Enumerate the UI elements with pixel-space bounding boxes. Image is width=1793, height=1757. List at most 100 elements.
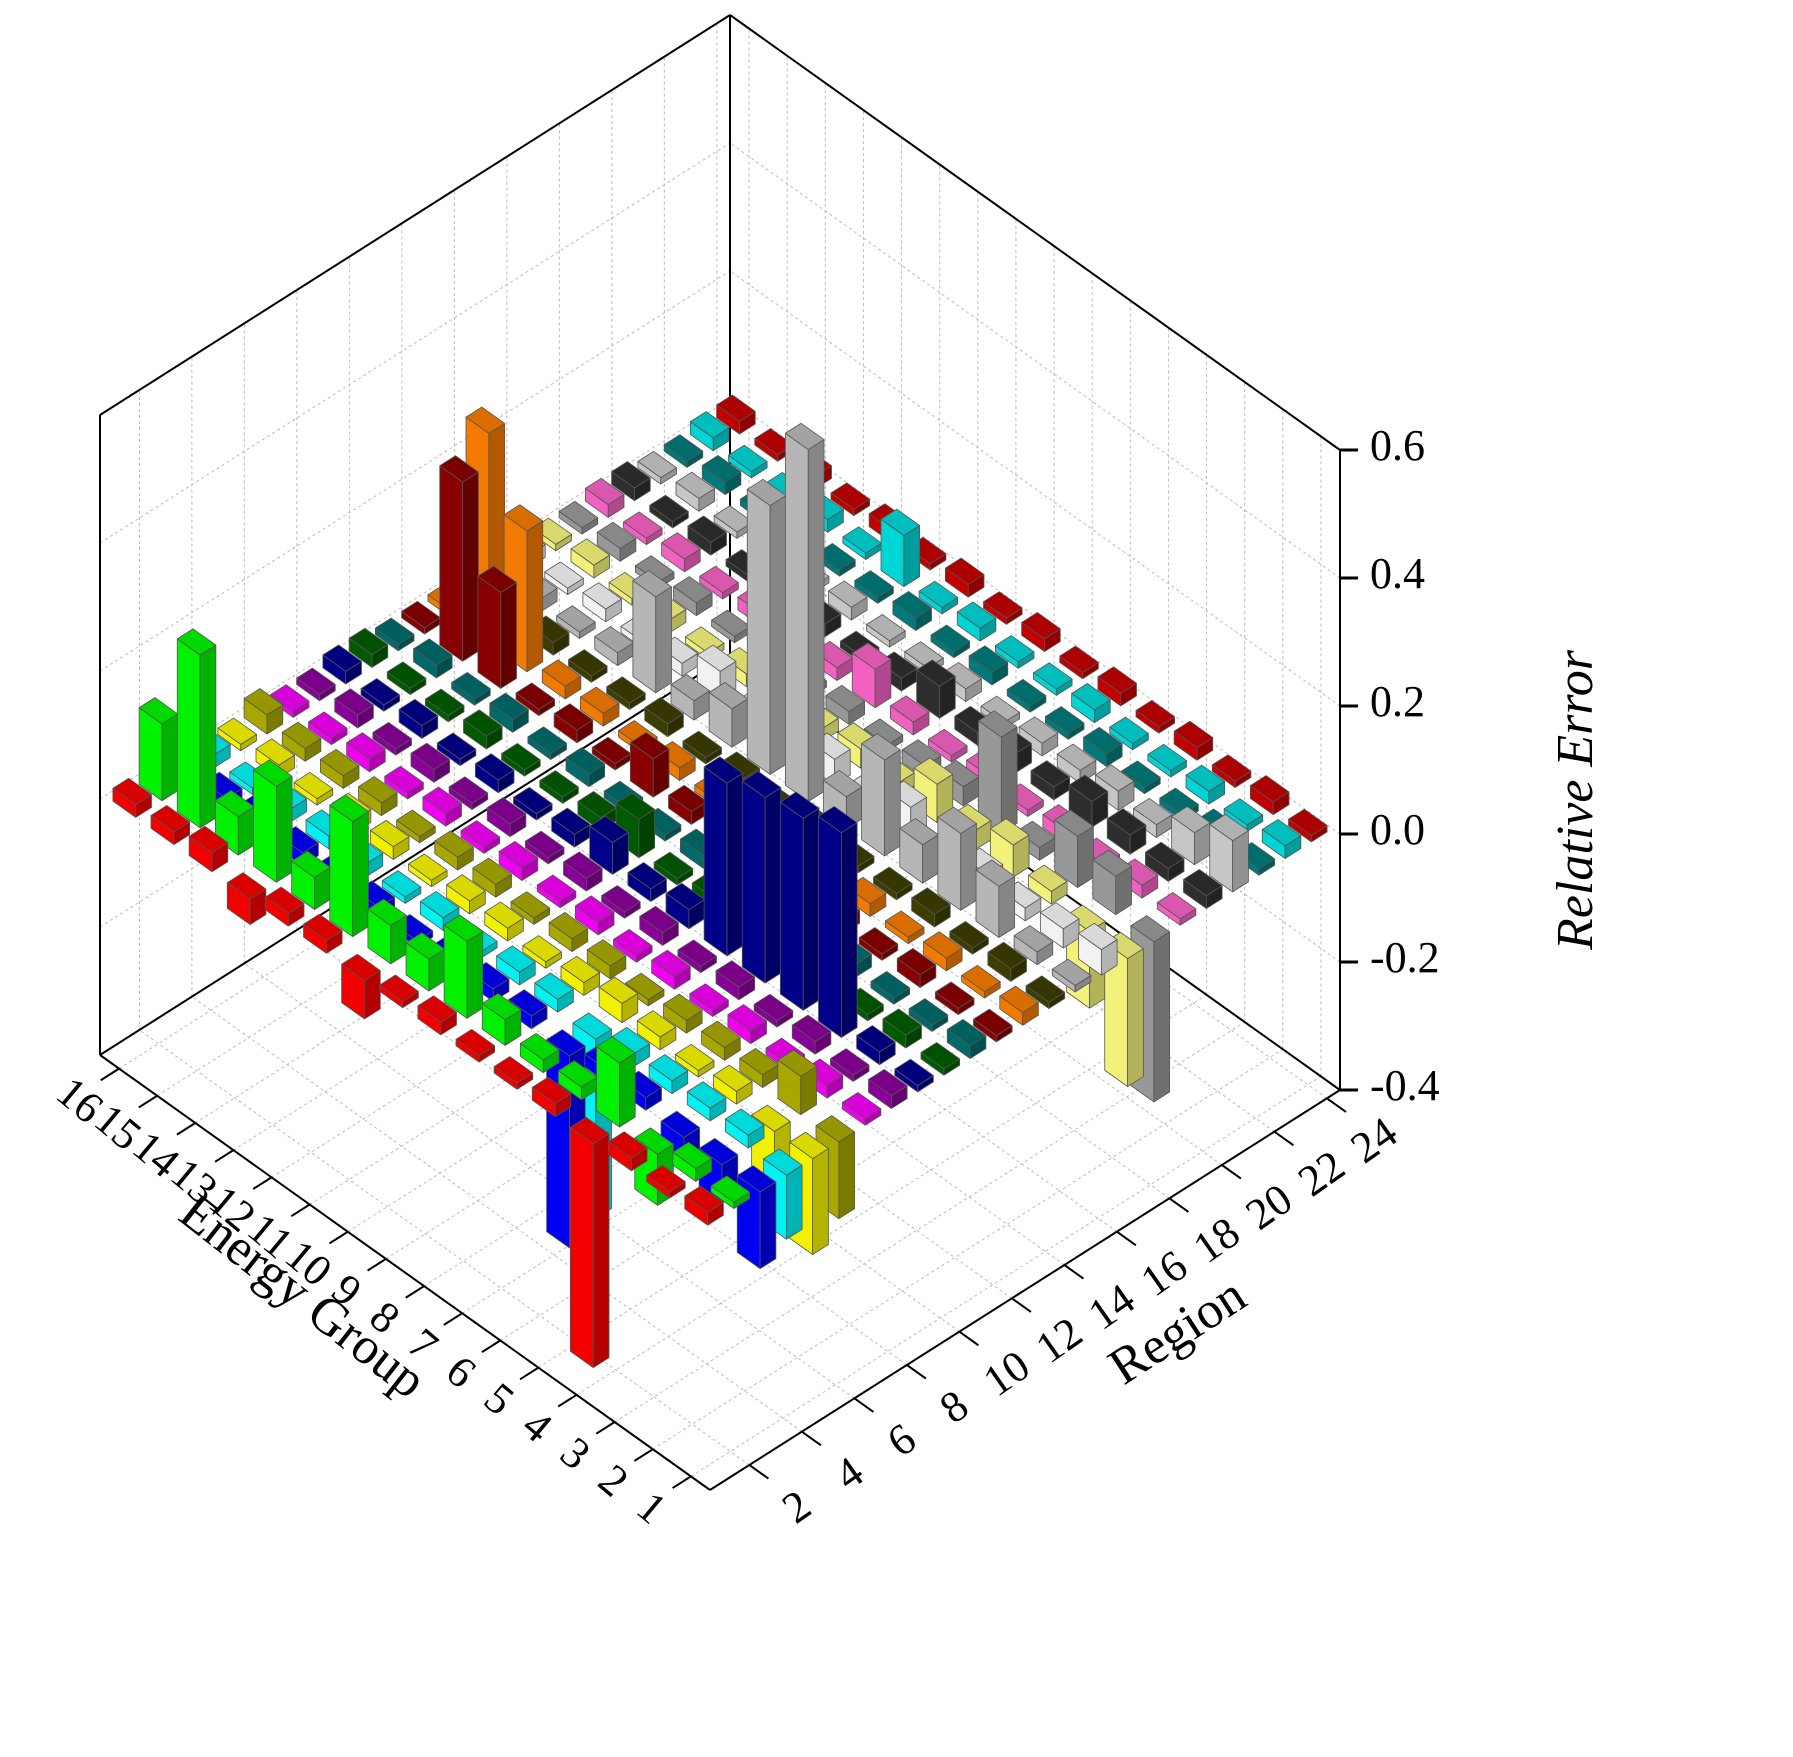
bar-face [592,1133,610,1369]
y-tick-label: 18 [1184,1207,1248,1272]
bar-face [348,627,389,656]
bar-face [360,678,401,706]
y-tick-label: 12 [1027,1307,1091,1372]
bar-face [818,806,858,834]
bar-face [829,1048,870,1076]
bar-face [1135,700,1176,728]
bar [474,753,515,794]
grid-line [729,270,1341,707]
bar-face [916,659,956,687]
bar-face [188,825,229,853]
bar [636,1010,677,1051]
bar [1021,612,1061,652]
x-tick [595,1421,616,1435]
bar-face [296,667,336,695]
bars [112,394,1328,1369]
bar [253,759,293,883]
x-tick [328,1230,349,1245]
bar-face [1147,743,1187,771]
z-tick-label: -0.2 [1370,933,1440,982]
bar-face [553,703,594,731]
bar [653,851,694,886]
bar-face [1092,849,1132,877]
bar-face [674,1043,715,1071]
bar-face [405,932,446,960]
bar [384,765,424,800]
bar-face [510,891,551,919]
bar [1054,809,1094,888]
bar-face [1051,958,1092,986]
bar-face [496,945,536,973]
bar-face [526,520,544,673]
bar-face [569,1126,594,1369]
bar-face [777,1049,817,1077]
bar-face [1025,975,1066,1003]
bar [522,935,562,969]
bar-face [687,515,727,543]
bar-face [946,1019,987,1047]
bar [1028,864,1068,905]
bar-face [928,728,968,757]
y-tick [853,1397,875,1413]
bar [264,886,305,927]
z-tick-label: 0.4 [1370,549,1425,598]
bar [329,794,369,938]
bar [570,538,611,579]
bar-face [572,1012,612,1040]
bar [381,870,422,904]
bar [1018,716,1059,757]
bar [608,1131,648,1172]
bar [579,686,620,727]
bar-face [1109,716,1149,744]
bar-face [703,766,728,957]
bar-face [634,1127,674,1155]
bar-face [161,713,179,802]
bar-face [1121,760,1161,788]
z-tick-label: -0.4 [1370,1061,1440,1110]
bar-face [759,1181,777,1270]
bar [736,1165,777,1270]
bar [818,806,858,1038]
bar [777,1049,817,1116]
bar [841,1092,882,1126]
bar-face [498,841,539,869]
grid-line [99,270,731,672]
bar [410,742,451,783]
bar [920,1042,961,1076]
bar [358,776,398,817]
bar [944,557,985,598]
bar-face [1223,798,1264,826]
bar [611,461,651,502]
bar-face [436,732,477,760]
y-tick [801,1430,822,1447]
bar [830,482,871,517]
bar-face [632,570,672,598]
bar [791,1014,832,1055]
bar [856,1025,896,1066]
bar [574,895,615,936]
bar-face [534,972,574,1000]
bar-face [334,688,374,716]
bar-face [398,698,439,727]
bar-face [665,882,706,910]
bar [367,898,407,965]
bar-face [515,682,556,710]
bar-face [975,859,1016,887]
bar-face [1261,819,1302,847]
bar [828,580,868,621]
bar-face [807,439,825,802]
bar-face [1018,716,1059,744]
bar-face [413,638,453,666]
bar [544,561,584,596]
bar [889,695,930,736]
y-tick [1326,1097,1347,1113]
bar-face [629,732,670,760]
bar [281,721,322,762]
bar-face [779,791,820,819]
bar [842,526,882,560]
bar-face [303,913,343,941]
bar-face [856,1025,896,1053]
bar-face [486,797,527,825]
bar-face [613,928,653,957]
bar-face [1173,720,1214,748]
